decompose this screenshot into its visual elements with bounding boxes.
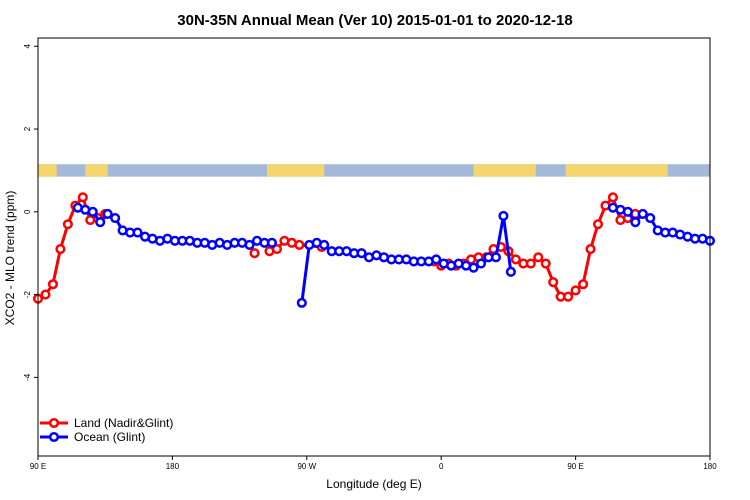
series-0-point-3-13: [525, 258, 536, 269]
series-1-point-0-26: [266, 237, 278, 248]
series-1-point-2-24: [490, 252, 502, 263]
y-axis-label: XCO2 - MLO trend (ppm): [3, 191, 17, 326]
x-tick-label-3: 0: [439, 462, 444, 471]
series-1-point-3-2: [622, 206, 633, 217]
land-band-segment-4: [565, 164, 668, 177]
series-0-line-3: [433, 195, 637, 299]
x-tick-label-4: 90 E: [567, 462, 583, 471]
series-1: [72, 202, 716, 308]
land-band-segment-1: [85, 164, 108, 177]
land-band-segment-2: [266, 164, 325, 177]
plot-frame: [37, 37, 711, 457]
x-tick-label-2: 90 W: [297, 462, 316, 471]
series-1-point-2-16: [431, 254, 442, 265]
series-1-point-2-26: [505, 266, 516, 277]
y-axis: -4 -2 0 2 4: [23, 44, 38, 381]
series-1-point-0-3: [95, 217, 106, 228]
series-0-point-3-24: [607, 192, 618, 203]
series-0-point-3-21: [585, 244, 596, 255]
series-0-point-2-1: [271, 244, 282, 255]
series-0-point-3-14: [533, 252, 544, 263]
series-0-point-0-2: [47, 279, 58, 290]
series-0-point-1-0: [249, 248, 260, 259]
series-0-point-0-3: [55, 244, 66, 255]
series-0-point-0-4: [62, 219, 73, 230]
series-0-point-2-4: [294, 239, 305, 250]
x-tick-label-0: 90 E: [30, 462, 46, 471]
land-band-segment-0: [38, 164, 57, 177]
series-1-line-1: [300, 244, 311, 304]
series-1-point-0-23: [244, 239, 255, 250]
series-1-point-0-4: [102, 208, 113, 219]
x-tick-label-1: 180: [166, 462, 180, 471]
series-1-point-0-8: [132, 227, 143, 238]
series-layer: [32, 192, 716, 308]
legend-land-label: Land (Nadir&Glint): [74, 416, 173, 430]
legend-land-marker: [48, 417, 60, 429]
series-0-point-3-19: [570, 285, 581, 296]
x-tick-label-5: 180: [703, 462, 717, 471]
series-0-point-3-11: [510, 254, 521, 265]
y-tick-label--4: -4: [23, 373, 32, 381]
series-0-point-3-15: [540, 258, 551, 269]
series-0-point-3-20: [578, 279, 589, 290]
series-1-point-3-3: [630, 217, 641, 228]
series-1-point-1-0: [296, 297, 307, 308]
series-0: [32, 192, 641, 304]
x-axis: 90 E 180 90 W 0 90 E 180: [30, 456, 717, 471]
series-1-point-2-1: [319, 239, 330, 250]
land-ocean-band: [38, 164, 710, 177]
legend-ocean-marker: [48, 431, 60, 443]
series-1-point-3-5: [645, 212, 656, 224]
chart-title: 30N-35N Annual Mean (Ver 10) 2015-01-01 …: [177, 12, 572, 29]
series-1-point-2-6: [356, 248, 367, 259]
series-0-point-0-6: [77, 192, 88, 203]
legend: Land (Nadir&Glint) Ocean (Glint): [40, 416, 173, 444]
ocean-band: [38, 164, 710, 177]
series-1-point-0-5: [110, 212, 121, 224]
series-1-point-3-4: [637, 208, 648, 219]
y-tick-label--2: -2: [23, 290, 32, 298]
y-tick-label-4: 4: [23, 44, 32, 49]
y-tick-label-2: 2: [23, 126, 32, 131]
series-0-point-3-16: [548, 277, 559, 288]
series-1-point-2-21: [468, 262, 479, 273]
series-1-point-2-25: [498, 210, 509, 222]
x-axis-label: Longitude (deg E): [326, 477, 421, 491]
series-1-point-0-2: [87, 206, 98, 217]
series-0-point-3-18: [563, 291, 574, 302]
y-tick-label-0: 0: [23, 209, 32, 214]
legend-ocean-label: Ocean (Glint): [74, 430, 145, 444]
series-1-point-2-22: [475, 258, 487, 269]
land-band-segment-3: [473, 164, 536, 177]
series-0-point-0-1: [40, 289, 51, 300]
series-0-point-3-22: [592, 219, 604, 230]
